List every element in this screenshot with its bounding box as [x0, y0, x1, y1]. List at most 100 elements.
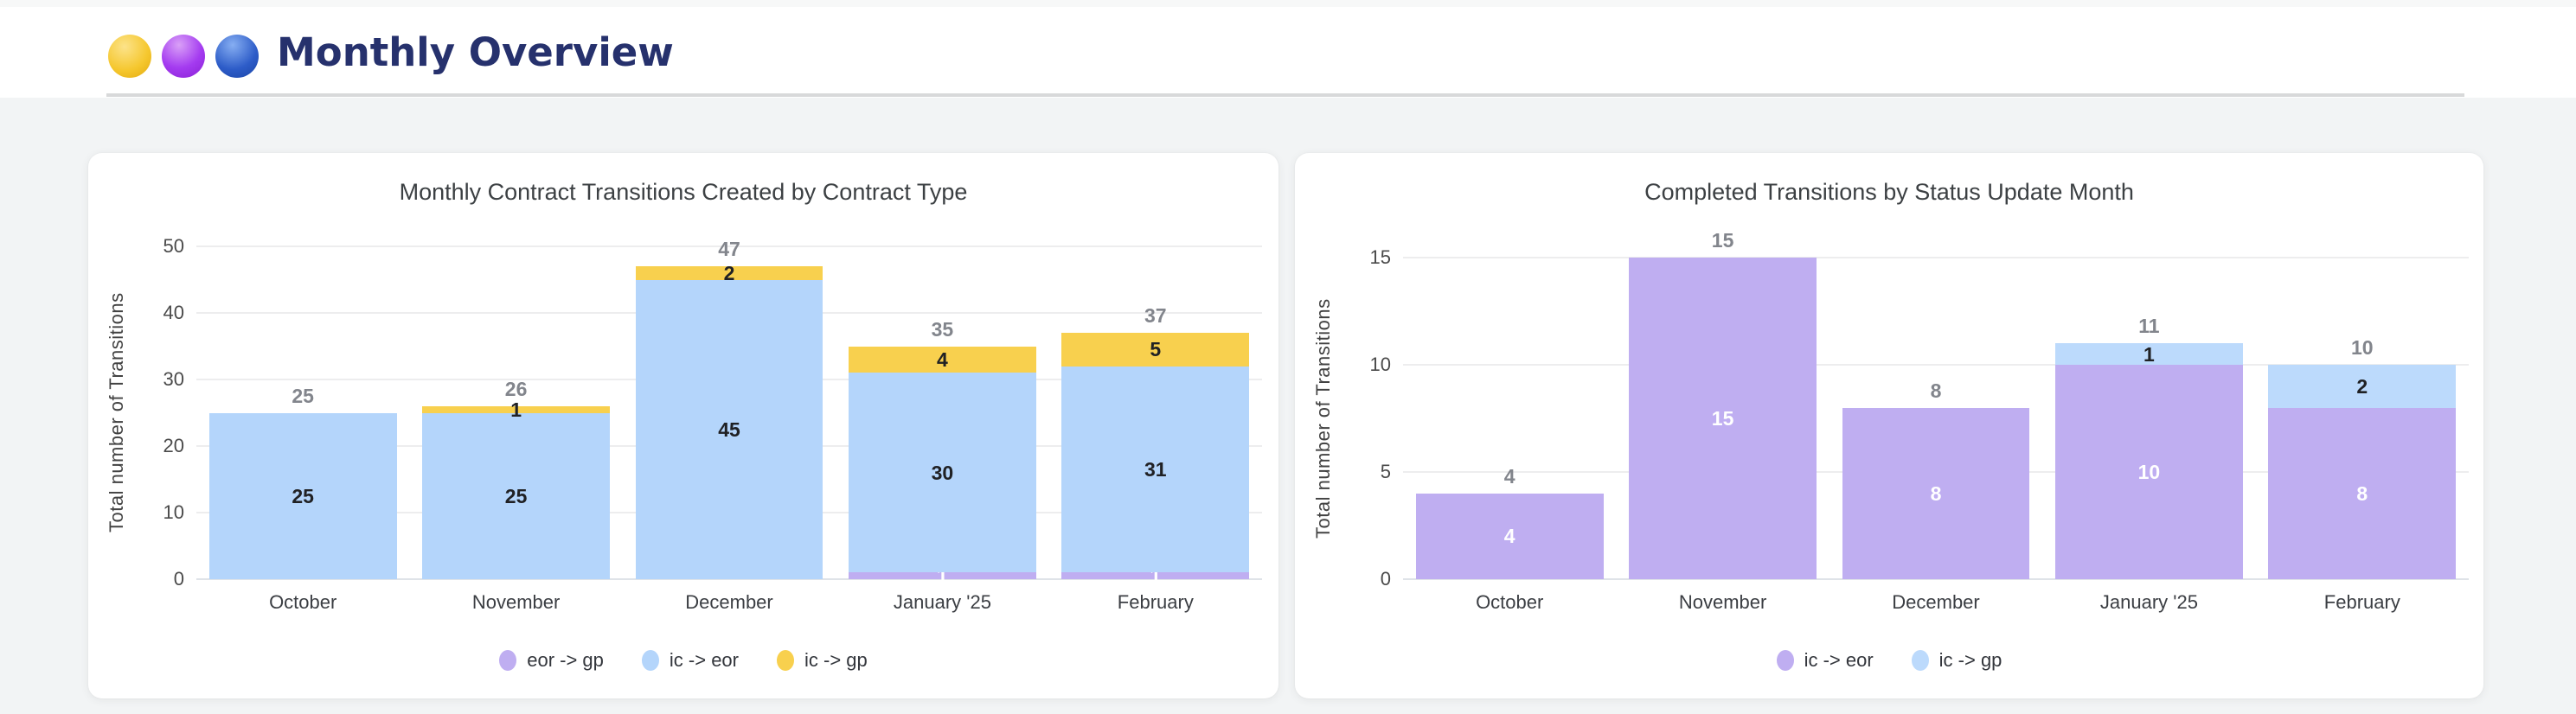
bar-slot: 1 30 4 35 — [836, 246, 1048, 586]
bar-total-label: 25 — [292, 384, 314, 407]
legend-dot-icon — [499, 650, 517, 671]
segment-value-label: 1 — [510, 398, 522, 421]
bar-segment-ic-gp[interactable]: 1 — [422, 399, 611, 420]
bar-january-25[interactable]: 10 1 11 — [2055, 315, 2243, 579]
legend-item-ic-gp[interactable]: ic -> gp — [777, 649, 868, 672]
x-axis-label: November — [1678, 591, 1767, 613]
bar-slot: 8 2 10 — [2256, 258, 2469, 579]
y-tick-label: 30 — [163, 368, 184, 390]
chart-card-completed-transitions: Completed Transitions by Status Update M… — [1295, 153, 2483, 698]
x-axis-label: January '25 — [893, 591, 991, 613]
legend-dot-icon — [1776, 650, 1794, 671]
bar-november[interactable]: 15 15 — [1629, 229, 1817, 579]
legend-item-ic-gp[interactable]: ic -> gp — [1911, 649, 2002, 672]
bar-segment-ic-eor[interactable]: 8 — [2268, 407, 2457, 579]
x-axis-labels: October November December January '25 Februa… — [196, 590, 1262, 615]
legend-label: ic -> eor — [1804, 649, 1874, 671]
page-header: Monthly Overview — [0, 0, 2576, 98]
bar-slot: 1 31 5 37 — [1049, 246, 1262, 586]
x-axis-label: December — [685, 591, 773, 613]
bar-february[interactable]: 1 31 5 37 — [1061, 304, 1250, 586]
y-tick-label: 5 — [1380, 461, 1391, 482]
y-axis-ticks: 0 10 20 30 40 50 — [123, 235, 184, 590]
bar-segment-ic-gp[interactable]: 2 — [2268, 365, 2457, 408]
yellow-circle-icon — [108, 35, 151, 78]
y-tick-label: 15 — [1369, 246, 1391, 268]
purple-circle-icon — [162, 35, 205, 78]
bar-segment-ic-eor[interactable]: 8 — [1842, 407, 2030, 579]
chart-card-monthly-contract-transitions: Monthly Contract Transitions Created by … — [88, 153, 1278, 698]
bar-slot: 25 1 26 — [409, 246, 622, 579]
bar-segment-ic-gp[interactable]: 1 — [2055, 343, 2243, 365]
bar-segment-ic-eor[interactable]: 4 — [1415, 493, 1604, 579]
y-tick-label: 50 — [163, 235, 184, 257]
gridline — [1403, 364, 2469, 366]
bar-total-label: 26 — [504, 377, 528, 400]
bar-segment-eor-gp[interactable]: 1 — [1061, 565, 1250, 586]
legend-label: ic -> eor — [669, 649, 739, 671]
window-top-edge — [0, 0, 2576, 7]
chart-title: Monthly Contract Transitions Created by … — [399, 179, 968, 205]
legend-item-ic-eor[interactable]: ic -> eor — [641, 649, 739, 672]
segment-value-label: 8 — [2356, 481, 2368, 505]
segment-value-label: 25 — [504, 484, 528, 507]
legend-item-eor-gp[interactable]: eor -> gp — [499, 649, 604, 672]
x-axis-label: December — [1892, 591, 1980, 613]
bar-segment-ic-gp[interactable]: 5 — [1061, 333, 1250, 367]
bar-segment-ic-gp[interactable]: 2 — [635, 263, 823, 284]
blue-circle-icon — [215, 35, 259, 78]
x-axis-label: November — [471, 591, 561, 613]
bar-october[interactable]: 25 25 — [208, 385, 397, 579]
bar-segment-ic-eor[interactable]: 25 — [208, 412, 397, 579]
segment-value-label: 30 — [931, 461, 954, 484]
legend-dot-icon — [777, 650, 794, 671]
bar-segment-ic-gp[interactable]: 4 — [849, 346, 1036, 373]
segment-value-label: 8 — [1930, 481, 1942, 505]
bar-total-label: 35 — [931, 317, 954, 341]
bar-january-25[interactable]: 1 30 4 35 — [849, 318, 1036, 586]
legend: eor -> gp ic -> eor ic -> gp — [88, 647, 1278, 673]
legend-dot-icon — [1911, 650, 1929, 671]
legend-label: ic -> gp — [804, 649, 868, 671]
legend-item-ic-eor[interactable]: ic -> eor — [1776, 649, 1874, 672]
bar-total-label: 8 — [1930, 379, 1942, 402]
gridline — [196, 245, 1262, 247]
legend: ic -> eor ic -> gp — [1295, 647, 2483, 673]
bar-december[interactable]: 45 2 47 — [635, 238, 823, 579]
x-axis-label: October — [1476, 591, 1544, 613]
bar-segment-ic-eor[interactable]: 15 — [1629, 258, 1817, 579]
gridline — [1403, 578, 2469, 580]
bar-segment-ic-eor[interactable]: 45 — [635, 279, 823, 579]
bar-segment-ic-eor[interactable]: 31 — [1061, 366, 1250, 573]
y-axis-ticks: 0 5 10 15 — [1330, 246, 1391, 590]
y-tick-label: 0 — [173, 568, 184, 590]
x-axis-label: October — [269, 591, 337, 613]
bar-november[interactable]: 25 1 26 — [422, 378, 611, 579]
segment-value-label: 15 — [1711, 407, 1734, 430]
legend-dot-icon — [641, 650, 659, 671]
header-divider — [106, 93, 2464, 97]
bar-slot: 10 1 11 — [2042, 258, 2255, 579]
y-tick-label: 10 — [163, 501, 184, 523]
segment-value-label: 1 — [2143, 342, 2155, 366]
bar-segment-ic-eor[interactable]: 10 — [2055, 365, 2243, 579]
x-axis-label: February — [1117, 591, 1194, 613]
bar-february[interactable]: 8 2 10 — [2268, 336, 2457, 579]
bar-total-label: 15 — [1711, 229, 1734, 252]
bar-segment-eor-gp[interactable]: 1 — [849, 565, 1036, 586]
bar-slot: 15 15 — [1616, 229, 1829, 579]
bars-layer: 4 4 15 15 8 8 10 1 11 8 2 10 — [1403, 229, 2469, 579]
y-tick-label: 20 — [163, 435, 184, 456]
plot-area: 4 4 15 15 8 8 10 1 11 8 2 10 — [1403, 229, 2469, 580]
gridline — [196, 578, 1262, 580]
segment-value-label: 25 — [292, 484, 314, 507]
bar-segment-ic-eor[interactable]: 30 — [849, 373, 1036, 573]
gridline — [1403, 257, 2469, 258]
bar-segment-ic-eor[interactable]: 25 — [422, 412, 611, 579]
segment-value-label: 4 — [1503, 525, 1515, 548]
y-tick-label: 10 — [1369, 354, 1391, 375]
